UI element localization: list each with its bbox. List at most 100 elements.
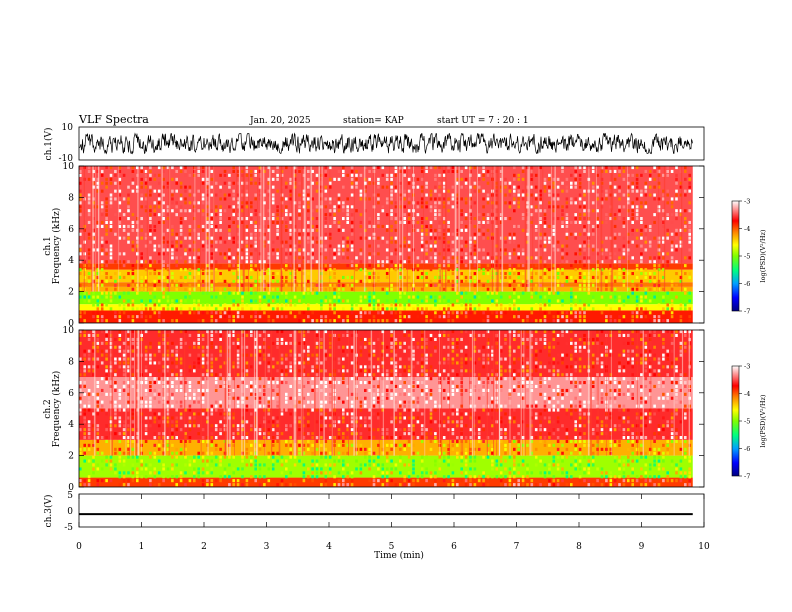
spectrogram-cell: [179, 283, 183, 287]
spectrogram-streak: [551, 166, 552, 292]
spectrogram-cell: [285, 483, 288, 487]
spectrogram-cell: [464, 287, 468, 291]
spectrogram-cell: [122, 275, 126, 279]
spectrogram-cell: [350, 185, 354, 189]
spectrogram-cell: [403, 303, 406, 307]
spectrogram-cell: [565, 201, 569, 205]
spectrogram-cell: [166, 365, 170, 369]
spectrogram-cell: [136, 220, 139, 224]
spectrogram-cell: [574, 166, 577, 170]
spectrogram-cell: [87, 388, 91, 392]
spectrogram-cell: [87, 432, 91, 436]
spectrogram-cell: [114, 287, 117, 291]
spectrogram-cell: [250, 181, 253, 185]
spectrogram-cell: [403, 217, 406, 221]
spectrogram-cell: [109, 244, 113, 248]
spectrogram-cell: [311, 264, 314, 268]
spectrogram-cell: [394, 373, 398, 377]
spectrogram-cell: [648, 256, 652, 260]
spectrogram-cell: [477, 248, 481, 252]
spectrogram-cell: [403, 268, 406, 272]
spectrogram-cell: [228, 193, 231, 197]
spectrogram-cell: [184, 396, 187, 400]
spectrogram-cell: [618, 260, 621, 264]
spectrogram-cell: [364, 455, 367, 459]
spectrogram-cell: [214, 248, 218, 252]
spectrogram-cell: [315, 236, 319, 240]
spectrogram-cell: [144, 404, 148, 408]
spectrogram-cell: [184, 287, 187, 291]
spectrogram-cell: [662, 220, 665, 224]
spectrogram-cell: [372, 319, 376, 323]
spectrogram-cell: [499, 217, 503, 221]
spectrogram-cell: [118, 408, 122, 412]
spectrogram-cell: [385, 307, 389, 311]
spectrogram-cell: [179, 357, 183, 361]
spectrogram-cell: [399, 268, 402, 272]
spectrogram-cell: [548, 256, 551, 260]
spectrogram-cell: [556, 268, 560, 272]
spectrogram-cell: [548, 287, 551, 291]
spectrogram-cell: [175, 169, 178, 173]
spectrogram-cell: [162, 201, 165, 205]
spectrogram-cell: [105, 209, 108, 213]
spectrogram-cell: [394, 311, 398, 315]
spectrogram-cell: [179, 404, 183, 408]
spectrogram-cell: [499, 272, 503, 276]
spectrogram-cell: [399, 197, 402, 201]
spectrogram-cell: [166, 420, 170, 424]
spectrogram-cell: [350, 169, 354, 173]
spectrogram-cell: [508, 236, 512, 240]
spectrogram-cell: [491, 311, 494, 315]
spectrogram-cell: [473, 185, 477, 189]
spectrogram-cell: [179, 197, 183, 201]
spectrogram-cell: [149, 479, 152, 483]
spectrogram-cell: [276, 436, 279, 440]
spectrogram-cell: [96, 451, 100, 455]
spectrogram-cell: [241, 209, 244, 213]
spectrogram-cell: [254, 283, 257, 287]
spectrogram-cell: [171, 467, 174, 471]
spectrogram-cell: [289, 443, 292, 447]
spectrogram-cell: [342, 381, 345, 385]
spectrogram-cell: [298, 205, 301, 209]
spectrogram-cell: [399, 315, 402, 319]
spectrogram-streak: [236, 166, 238, 292]
spectrogram-cell: [324, 244, 328, 248]
spectrogram-cell: [118, 220, 122, 224]
spectrogram-cell: [157, 330, 161, 334]
spectrogram-cell: [236, 396, 240, 400]
spectrogram-cell: [368, 217, 371, 221]
spectrogram-cell: [122, 436, 126, 440]
spectrogram-cell: [447, 303, 450, 307]
spectrogram-cell: [263, 279, 266, 283]
spectrogram-cell: [372, 341, 376, 345]
spectrogram-cell: [179, 373, 183, 377]
spectrogram-cell: [254, 420, 257, 424]
spectrogram-cell: [377, 400, 380, 404]
spectrogram-cell: [342, 333, 345, 337]
spectrogram-cell: [342, 256, 345, 260]
spectrogram-cell: [359, 353, 363, 357]
spectrogram-cell: [359, 345, 363, 349]
spectrogram-cell: [201, 471, 205, 475]
spectrogram-cell: [596, 197, 599, 201]
spectrogram-cell: [666, 232, 669, 236]
spectrogram-cell: [188, 479, 192, 483]
spectrogram-cell: [166, 443, 170, 447]
spectrogram-cell: [407, 272, 411, 276]
spectrogram-cell: [87, 275, 91, 279]
spectrogram-cell: [570, 232, 573, 236]
spectrogram-cell: [105, 381, 108, 385]
spectrogram-cell: [342, 240, 345, 244]
spectrogram-cell: [228, 311, 231, 315]
spectrogram-cell: [197, 412, 200, 416]
spectrogram-cell: [109, 205, 113, 209]
spectrogram-cell: [109, 463, 113, 467]
spectrogram-cell: [258, 307, 262, 311]
spectrogram-cell: [214, 357, 218, 361]
spectrogram-cell: [144, 349, 148, 353]
spectrogram-cell: [385, 268, 389, 272]
spectrogram-cell: [464, 201, 468, 205]
spectrogram-cell: [372, 299, 376, 303]
